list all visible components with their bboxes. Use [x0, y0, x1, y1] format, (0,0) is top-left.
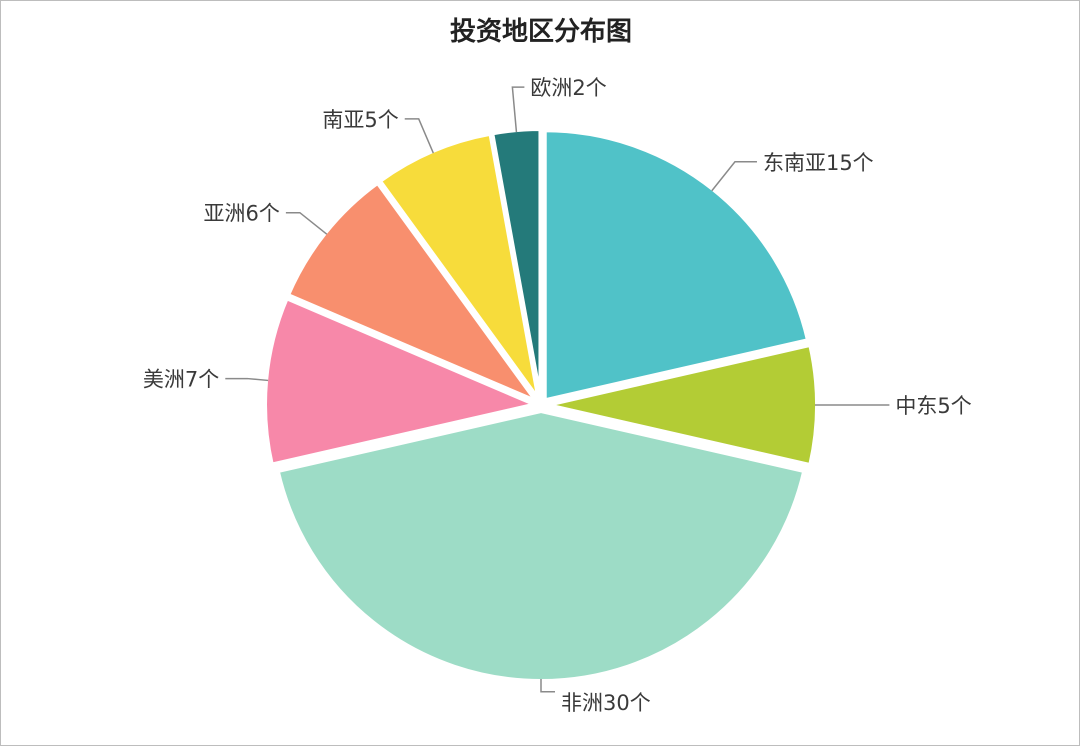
chart-title: 投资地区分布图	[449, 17, 632, 47]
pie-slice-3	[275, 409, 807, 684]
data-label-2: 中东5个	[895, 394, 971, 418]
leader-line-3	[540, 679, 555, 693]
leader-line-6	[404, 118, 435, 154]
leader-line-1	[711, 161, 757, 192]
data-label-1: 东南亚15个	[763, 151, 874, 175]
data-label-3: 非洲30个	[561, 691, 651, 715]
data-label-6: 南亚5个	[322, 108, 398, 132]
leader-line-5	[285, 211, 328, 235]
data-label-5: 亚洲6个	[204, 202, 280, 226]
data-label-4: 美洲7个	[143, 368, 219, 392]
leader-line-4	[225, 377, 269, 382]
data-label-7: 欧洲2个	[530, 76, 606, 100]
leader-line-7	[511, 86, 525, 133]
